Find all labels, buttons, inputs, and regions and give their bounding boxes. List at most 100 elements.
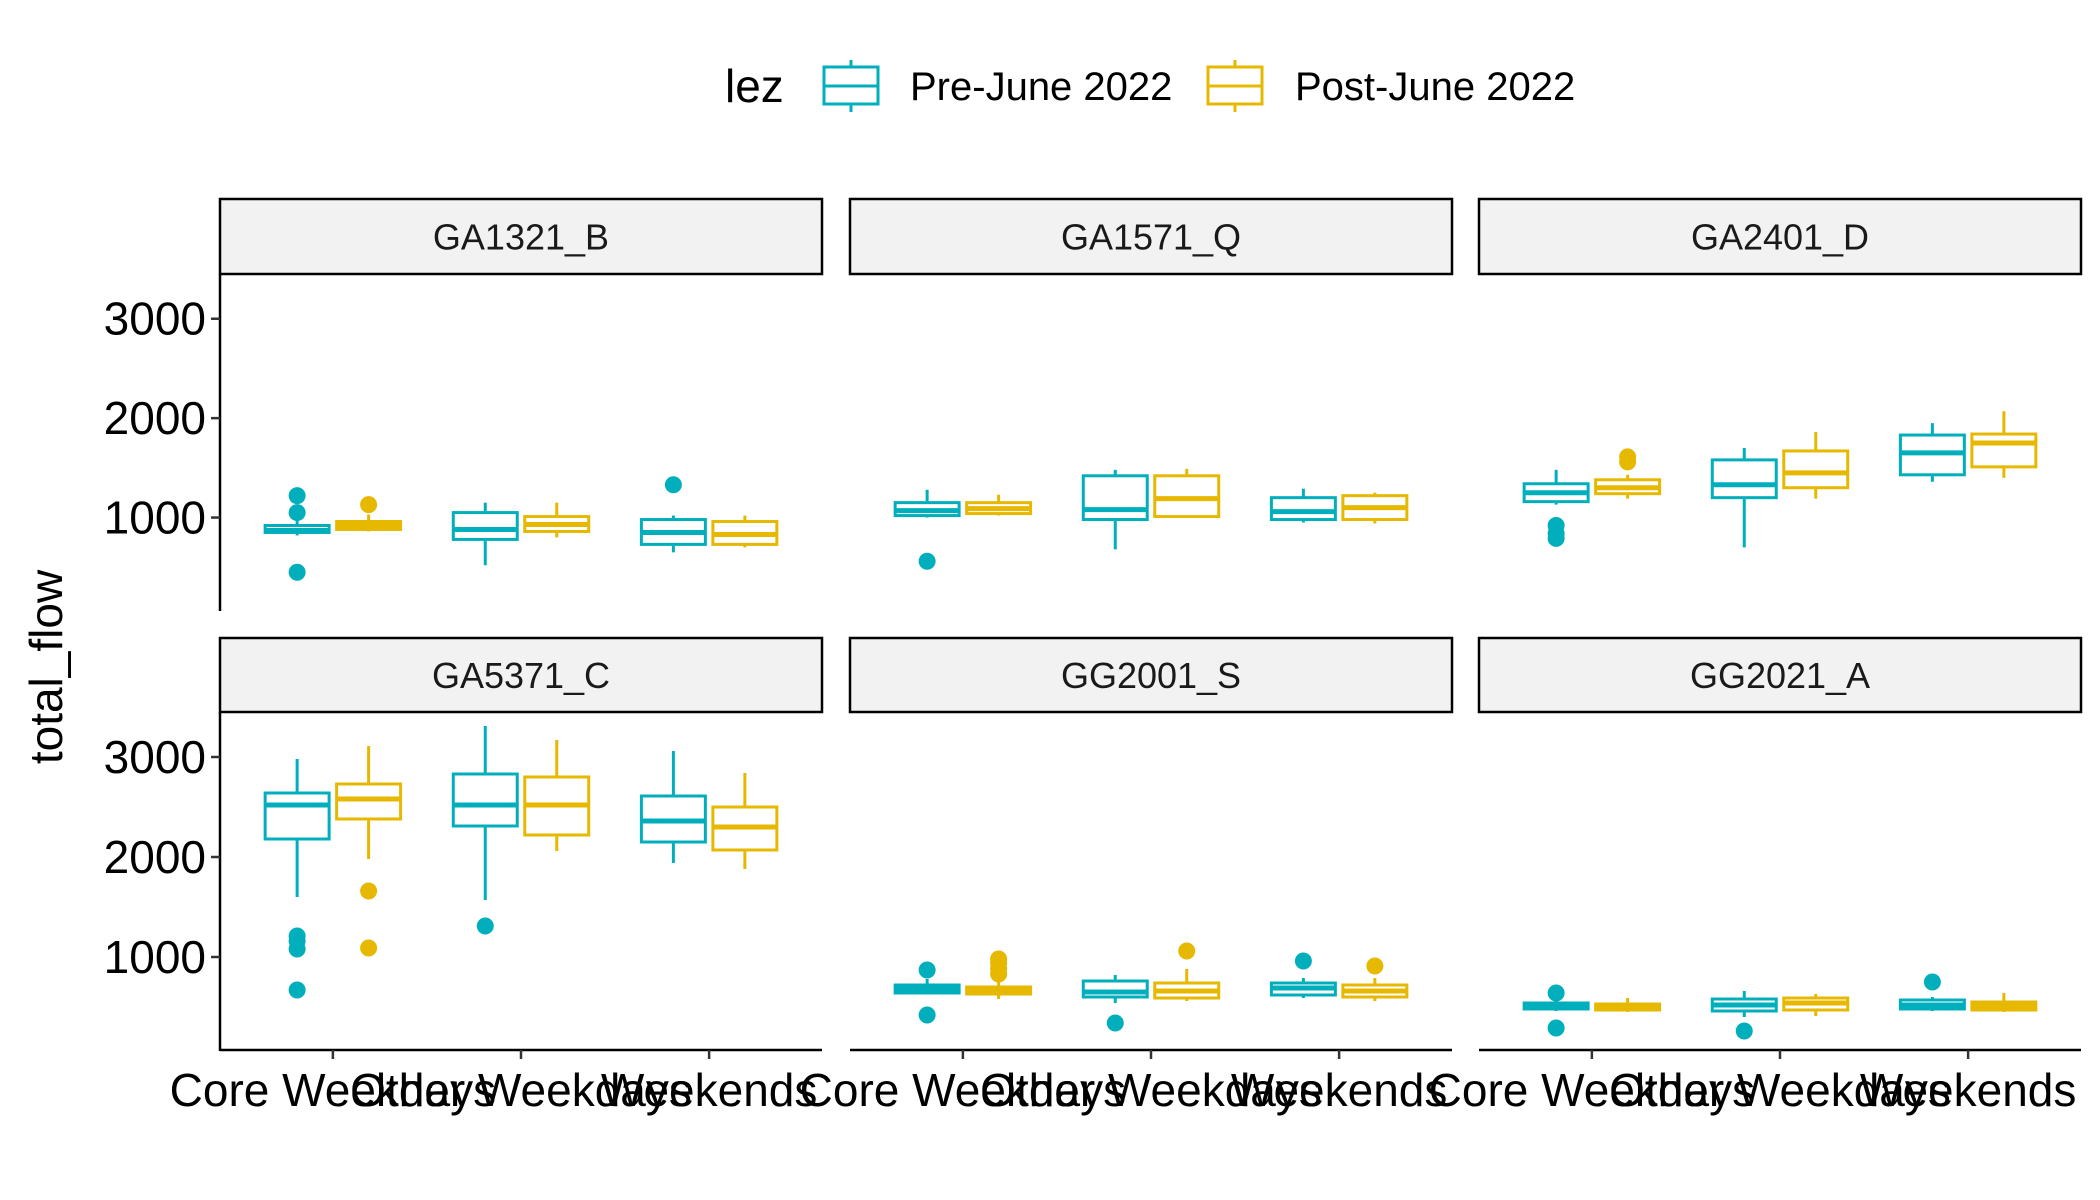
legend-label: Post-June 2022 [1295,65,1575,109]
box-outlier [1619,453,1637,471]
box-group [263,487,331,581]
facet-strip [218,636,824,714]
box-group [1269,952,1337,998]
box-outlier [476,917,494,935]
box-group [1898,973,1966,1011]
box-group [1081,469,1149,550]
box-iqr [1970,432,2038,469]
y-axis-title: total_flow [20,569,72,764]
box-outlier [360,939,378,957]
box-group [893,961,961,1024]
x-tick-label: Other Weekdays [350,1064,692,1116]
box-outlier [288,487,306,505]
facet-strip [1477,636,2083,714]
box-outlier [360,882,378,900]
box-group [1782,994,1850,1016]
legend-entry: Pre-June 2022 [822,60,1172,112]
box-group [1710,447,1778,548]
box-outlier [1178,942,1196,960]
box-group [263,759,331,999]
facet-panels: GA1321_B 1000 2000 3000 GA1571_Q GA2401_D GA53… [104,197,2083,1116]
box-outlier [664,476,682,494]
x-tick-label: Weekends [1860,1064,2077,1116]
box-outlier [1366,957,1384,975]
facet-strip [1477,197,2083,276]
box-group [1710,991,1778,1040]
x-tick-label: Core Weekdays [800,1064,1126,1116]
box-group [1594,448,1662,499]
legend-label: Pre-June 2022 [910,65,1172,109]
box-iqr [1081,474,1149,522]
box-iqr [1269,496,1337,522]
box-outlier [288,981,306,999]
facet-strip-label: GA1321_B [433,217,609,258]
box-outlier [1294,952,1312,970]
y-tick-label: 3000 [104,293,206,345]
box-group [1153,468,1221,519]
x-tick-label: Weekends [601,1064,818,1116]
legend-title: lez [725,60,784,112]
y-tick-label: 1000 [104,931,206,983]
y-tick-label: 1000 [104,492,206,544]
y-tick-label: 2000 [104,392,206,444]
box-iqr [451,772,519,828]
box-outlier [1735,1022,1753,1040]
x-tick-label: Weekends [1231,1064,1448,1116]
box-group [1522,469,1590,547]
box-group [1782,432,1850,499]
facet-strip [218,197,824,276]
box-outlier [288,563,306,581]
y-tick-label: 2000 [104,831,206,883]
box-group [335,496,403,532]
facet-panel: GA2401_D [1477,197,2083,548]
box-group [965,494,1033,516]
legend: lez Pre-June 2022 Post-June 2022 [725,60,1575,112]
box-group [451,502,519,566]
box-iqr [1782,449,1850,490]
box-group [1153,942,1221,1001]
box-outlier [1923,973,1941,991]
box-outlier [918,552,936,570]
x-tick-label: Core Weekdays [1429,1064,1755,1116]
box-group [711,515,779,548]
box-iqr [1710,458,1778,500]
legend-entry: Post-June 2022 [1206,60,1575,112]
facet-strip-label: GG2021_A [1690,655,1870,696]
y-tick-label: 3000 [104,731,206,783]
box-group [523,502,591,538]
box-outlier [1547,984,1565,1002]
box-group [1341,492,1409,524]
box-outlier [990,965,1008,983]
facet-strip-label: GA2401_D [1691,217,1869,258]
box-group [1081,975,1149,1032]
facet-strip [848,636,1454,714]
box-group [335,746,403,957]
box-iqr [263,791,331,841]
box-outlier [918,1006,936,1024]
box-outlier [1547,1019,1565,1037]
facet-strip-label: GA5371_C [432,655,610,696]
facet-strip-label: GA1571_Q [1061,217,1241,258]
box-group [523,740,591,851]
box-iqr [1081,979,1149,999]
facet-panel: GA1571_Q [848,197,1454,570]
box-outlier [918,961,936,979]
box-group [711,773,779,869]
box-iqr [451,511,519,541]
box-group [639,751,707,863]
box-group [1594,998,1662,1012]
facet-strip-label: GG2001_S [1061,655,1241,696]
box-group [1970,411,2038,478]
box-group [1970,993,2038,1012]
x-tick-label: Core Weekdays [170,1064,496,1116]
box-group [1269,488,1337,523]
box-group [1898,423,1966,482]
box-outlier [288,504,306,522]
box-group [1341,957,1409,1001]
facet-strip [848,197,1454,276]
box-group [639,476,707,553]
box-group [451,726,519,935]
